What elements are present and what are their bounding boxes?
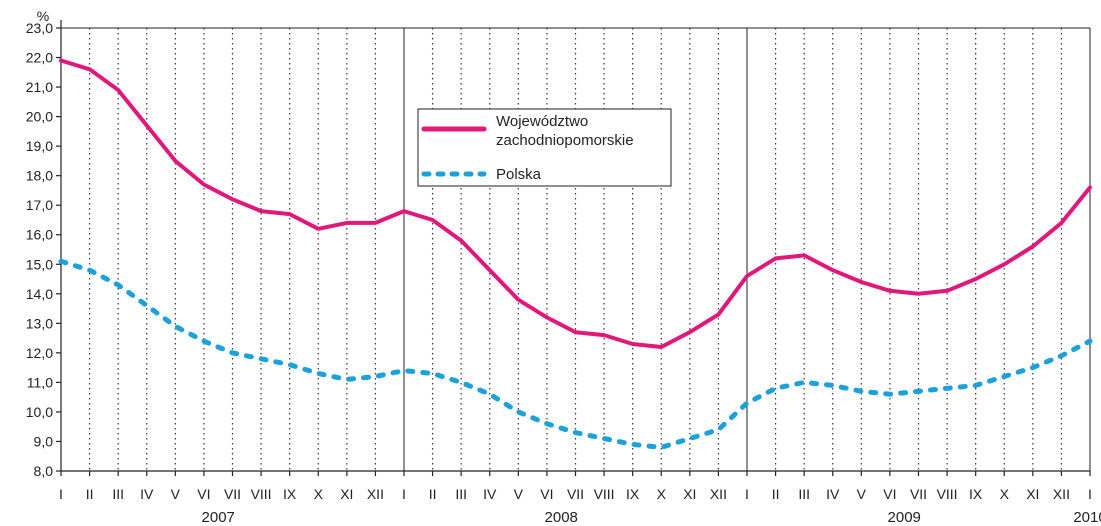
y-tick-label: 17,0 — [26, 197, 53, 213]
x-tick-label: I — [59, 486, 63, 502]
legend-label-polska: Polska — [496, 166, 542, 183]
series-line-polska — [58, 258, 1093, 450]
x-tick-label: V — [857, 486, 867, 502]
y-tick-label: 11,0 — [27, 374, 53, 390]
x-tick-label: VII — [567, 486, 584, 502]
x-tick-label: VII — [224, 486, 241, 502]
x-tick-label: IX — [283, 486, 297, 502]
x-tick-label: VIII — [937, 486, 958, 502]
x-tick-label: I — [402, 486, 406, 502]
series-line-zachodniopomorskie — [59, 58, 1092, 349]
x-tick-label: III — [455, 486, 467, 502]
y-tick-label: 13,0 — [26, 315, 53, 331]
x-year-label: 2007 — [202, 509, 235, 526]
y-tick-label: 19,0 — [26, 138, 53, 154]
legend-label-zachodniopomorskie: Województwo zachodniopomorskie — [496, 113, 634, 149]
x-tick-label: IV — [483, 486, 497, 502]
x-tick-label: II — [429, 486, 437, 502]
x-tick-label: V — [171, 486, 181, 502]
x-year-label: 2008 — [545, 509, 578, 526]
y-tick-label: 22,0 — [26, 50, 53, 66]
x-year-label: 2010 — [1073, 509, 1101, 526]
x-tick-label: VI — [540, 486, 553, 502]
x-tick-label: II — [86, 486, 94, 502]
x-tick-label: X — [1000, 486, 1010, 502]
x-tick-label: VI — [883, 486, 896, 502]
y-tick-label: 18,0 — [26, 168, 53, 184]
x-tick-label: XII — [367, 486, 384, 502]
y-tick-label: 15,0 — [26, 256, 53, 272]
x-tick-label: IX — [626, 486, 640, 502]
x-tick-label: II — [772, 486, 780, 502]
x-tick-label: XI — [1026, 486, 1039, 502]
y-axis-label: % — [37, 8, 49, 24]
x-tick-label: XII — [1053, 486, 1070, 502]
x-tick-label: VIII — [251, 486, 272, 502]
y-tick-label: 20,0 — [26, 109, 53, 125]
x-tick-label: VIII — [594, 486, 615, 502]
x-tick-label: XI — [683, 486, 696, 502]
x-tick-label: XI — [340, 486, 353, 502]
x-tick-label: I — [745, 486, 749, 502]
x-tick-label: VI — [197, 486, 210, 502]
y-tick-label: 16,0 — [26, 227, 53, 243]
y-tick-label: 12,0 — [26, 345, 53, 361]
x-tick-label: IV — [826, 486, 840, 502]
x-tick-label: VII — [910, 486, 927, 502]
y-tick-label: 9,0 — [34, 433, 54, 449]
x-tick-label: III — [798, 486, 810, 502]
y-tick-label: 21,0 — [26, 79, 53, 95]
x-tick-label: V — [514, 486, 524, 502]
legend: Województwo zachodniopomorskie Polska — [417, 108, 672, 187]
x-tick-label: IV — [140, 486, 154, 502]
axes: 8,0 9,0 10,0 11,0 12,0 13,0 14,0 15,0 16,0 17,0 18… — [26, 8, 1101, 526]
grid — [60, 27, 1091, 471]
x-year-label: 2009 — [888, 509, 921, 526]
x-tick-label: IX — [969, 486, 983, 502]
y-tick-label: 14,0 — [26, 286, 53, 302]
legend-box — [417, 108, 672, 187]
y-tick-label: 23,0 — [26, 20, 53, 36]
y-tick-label: 10,0 — [26, 404, 53, 420]
x-tick-label: X — [657, 486, 667, 502]
x-tick-label: XII — [710, 486, 727, 502]
x-tick-label: I — [1088, 486, 1092, 502]
y-tick-label: 8,0 — [34, 463, 54, 479]
x-tick-label: III — [112, 486, 124, 502]
x-tick-label: X — [314, 486, 324, 502]
series — [58, 58, 1093, 450]
